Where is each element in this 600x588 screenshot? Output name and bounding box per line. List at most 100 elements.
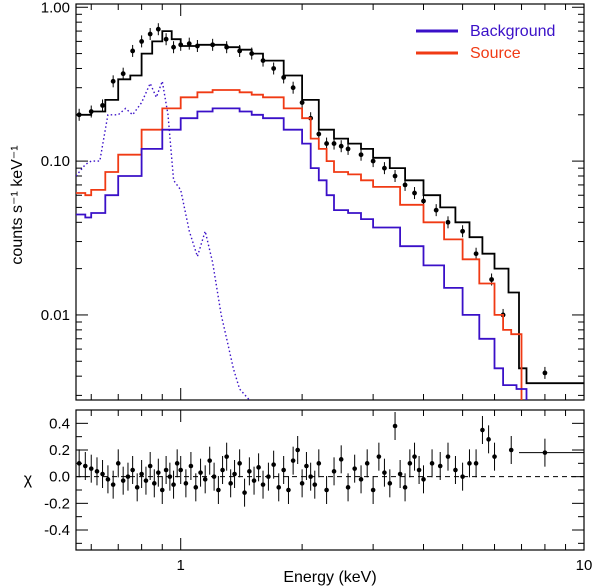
data-point — [110, 78, 116, 84]
residual-point — [429, 461, 435, 466]
data-point — [299, 100, 305, 106]
series-background — [76, 107, 528, 400]
x-tick-labels: 1 10 — [177, 557, 593, 574]
residual-point — [178, 467, 184, 473]
data-point — [316, 131, 322, 137]
residual-point — [88, 466, 94, 471]
residual-ticks — [76, 410, 585, 550]
residual-point — [308, 474, 313, 479]
data-point — [130, 48, 136, 54]
x-tick-label: 1 — [177, 557, 185, 574]
residual-y-tick-labels: 0.4 0.2 0.0 -0.2 -0.4 — [44, 415, 70, 539]
residual-y-tick-label: -0.2 — [44, 495, 70, 512]
data-point — [358, 152, 364, 158]
residual-point — [167, 474, 173, 479]
residual-point — [171, 482, 176, 487]
residual-series — [76, 412, 584, 507]
spectrum-series — [76, 23, 584, 400]
residual-point — [260, 482, 266, 487]
residual-point — [100, 471, 105, 477]
legend-source-label: Source — [470, 45, 521, 62]
series-background-dotted — [76, 78, 250, 400]
residual-point — [242, 490, 247, 495]
residual-point — [304, 463, 309, 469]
data-point — [542, 370, 548, 376]
residual-point — [76, 461, 82, 466]
data-point — [412, 190, 417, 196]
residual-point — [312, 482, 318, 487]
spectrum-y-tick-label: 1.00 — [41, 0, 70, 16]
data-point — [186, 41, 192, 47]
residual-point — [387, 481, 393, 486]
residual-point — [237, 461, 242, 466]
data-point — [421, 198, 426, 204]
residual-y-axis-label: χ — [24, 471, 33, 488]
spectrum-y-tick-labels: 0.01 0.10 1.00 — [41, 0, 70, 324]
residual-point — [286, 487, 291, 493]
residual-point — [331, 469, 337, 474]
residual-point — [110, 482, 116, 487]
residual-point — [338, 457, 344, 462]
residual-point — [407, 461, 413, 466]
residual-point — [352, 466, 357, 471]
residual-point — [251, 478, 257, 483]
x-tick-label: 10 — [576, 557, 593, 574]
residual-point — [508, 447, 514, 453]
residual-point — [276, 485, 282, 490]
residual-point — [445, 454, 451, 459]
residual-point — [224, 454, 229, 459]
residual-point — [402, 485, 408, 490]
residual-point — [143, 478, 149, 483]
residual-point — [437, 463, 443, 469]
data-point — [324, 141, 329, 146]
residual-point — [139, 471, 144, 477]
spectrum-plot-frame — [75, 3, 585, 401]
residual-point — [211, 474, 217, 479]
data-point — [338, 143, 344, 149]
residual-point — [130, 467, 135, 473]
residual-point — [416, 467, 422, 473]
data-point — [139, 38, 145, 44]
residual-point — [316, 461, 322, 466]
residual-point — [174, 461, 180, 466]
residual-y-tick-label: 0.0 — [49, 469, 70, 486]
series-model — [76, 30, 584, 385]
residual-point — [256, 465, 261, 470]
legend-background-label: Background — [470, 23, 555, 40]
residual-point — [299, 481, 305, 486]
residual-point — [345, 485, 351, 490]
residual-point — [220, 467, 225, 473]
residual-y-tick-label: 0.2 — [49, 442, 70, 459]
residual-point — [134, 485, 140, 490]
data-point — [382, 165, 387, 171]
series-data — [76, 23, 548, 379]
data-point — [445, 219, 451, 225]
spectrum-y-axis-label: counts s⁻¹ keV⁻¹ — [9, 145, 26, 264]
data-point — [290, 85, 296, 91]
residual-point — [120, 478, 126, 483]
residual-point — [266, 474, 271, 479]
residual-point — [281, 467, 286, 473]
residual-point — [125, 474, 131, 479]
residual-point — [271, 462, 276, 467]
spectrum-ticks — [76, 4, 585, 400]
spectrum-y-tick-label: 0.01 — [41, 307, 70, 324]
data-point — [271, 66, 277, 71]
x-axis-label: Energy (keV) — [283, 569, 376, 586]
data-point — [370, 158, 376, 164]
residual-point — [232, 471, 237, 477]
data-point — [473, 251, 479, 257]
residual-point — [324, 487, 329, 493]
residual-point — [94, 469, 100, 474]
residual-point — [376, 454, 382, 459]
data-point — [100, 103, 105, 108]
residual-point — [370, 487, 376, 493]
data-point — [155, 26, 161, 32]
data-point — [147, 31, 153, 37]
data-point — [331, 141, 337, 146]
residual-point — [290, 458, 296, 463]
residual-point — [412, 454, 417, 459]
residual-point — [364, 461, 370, 466]
residual-point — [467, 461, 472, 466]
